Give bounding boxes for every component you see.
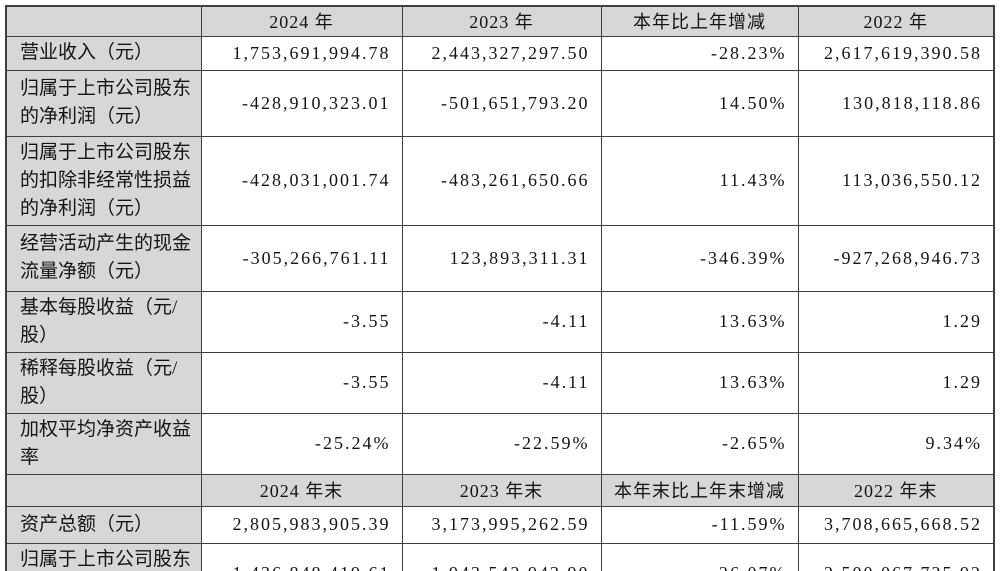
value-2022: 130,818,118.86: [797, 69, 995, 137]
value-2024: -3.55: [200, 351, 403, 414]
value-2023: -4.11: [401, 351, 602, 414]
value-2022: 113,036,550.12: [797, 135, 995, 226]
row-label: 加权平均净资产收益率: [5, 412, 202, 475]
financial-summary-table: 2024 年 2023 年 本年比上年增减 2022 年 营业收入（元） 1,7…: [5, 5, 995, 571]
row-diluted-eps: 稀释每股收益（元/股） -3.55 -4.11 13.63% 1.29: [5, 351, 995, 414]
value-2024: -25.24%: [200, 412, 403, 475]
value-2022: 2,617,619,390.58: [797, 35, 995, 71]
header-row-annual: 2024 年 2023 年 本年比上年增减 2022 年: [5, 5, 995, 37]
value-2022: 2,500,067,725.92: [797, 542, 995, 571]
value-2024: 2,805,983,905.39: [200, 505, 403, 544]
value-change: -26.07%: [600, 542, 799, 571]
col-header-2022-end: 2022 年末: [797, 473, 995, 507]
value-2023: 123,893,311.31: [401, 224, 602, 292]
col-header-2022: 2022 年: [797, 5, 995, 37]
col-header-eoy-change: 本年末比上年末增减: [600, 473, 799, 507]
value-change: 11.43%: [600, 135, 799, 226]
value-change: 13.63%: [600, 351, 799, 414]
value-2024: 1,436,848,419.61: [200, 542, 403, 571]
value-2024: -305,266,761.11: [200, 224, 403, 292]
value-change: -346.39%: [600, 224, 799, 292]
value-change: -28.23%: [600, 35, 799, 71]
row-label: 稀释每股收益（元/股）: [5, 351, 202, 414]
col-header-2023-end: 2023 年末: [401, 473, 602, 507]
row-weighted-avg-roe: 加权平均净资产收益率 -25.24% -22.59% -2.65% 9.34%: [5, 412, 995, 475]
row-operating-revenue: 营业收入（元） 1,753,691,994.78 2,443,327,297.5…: [5, 35, 995, 71]
value-2023: -4.11: [401, 290, 602, 353]
col-header-2023: 2023 年: [401, 5, 602, 37]
row-label: 资产总额（元）: [5, 505, 202, 544]
row-label: 基本每股收益（元/股）: [5, 290, 202, 353]
col-header-yoy-change: 本年比上年增减: [600, 5, 799, 37]
value-change: -11.59%: [600, 505, 799, 544]
row-label: 归属于上市公司股东的净利润（元）: [5, 69, 202, 137]
row-total-assets: 资产总额（元） 2,805,983,905.39 3,173,995,262.5…: [5, 505, 995, 544]
value-2022: 9.34%: [797, 412, 995, 475]
row-label: 经营活动产生的现金流量净额（元）: [5, 224, 202, 292]
header-row-year-end: 2024 年末 2023 年末 本年末比上年末增减 2022 年末: [5, 473, 995, 507]
value-2024: 1,753,691,994.78: [200, 35, 403, 71]
value-2023: -501,651,793.20: [401, 69, 602, 137]
value-2024: -428,910,323.01: [200, 69, 403, 137]
value-2023: 1,943,542,943.90: [401, 542, 602, 571]
row-label: 归属于上市公司股东的净资产（元）: [5, 542, 202, 571]
value-change: 13.63%: [600, 290, 799, 353]
corner-blank-cell: [5, 473, 202, 507]
row-operating-cash-flow: 经营活动产生的现金流量净额（元） -305,266,761.11 123,893…: [5, 224, 995, 292]
row-net-profit-deducting-non-recurring: 归属于上市公司股东的扣除非经常性损益的净利润（元） -428,031,001.7…: [5, 135, 995, 226]
value-2022: 3,708,665,668.52: [797, 505, 995, 544]
value-2023: -483,261,650.66: [401, 135, 602, 226]
value-2022: -927,268,946.73: [797, 224, 995, 292]
value-2023: 2,443,327,297.50: [401, 35, 602, 71]
value-change: 14.50%: [600, 69, 799, 137]
row-label: 营业收入（元）: [5, 35, 202, 71]
value-2023: 3,173,995,262.59: [401, 505, 602, 544]
row-basic-eps: 基本每股收益（元/股） -3.55 -4.11 13.63% 1.29: [5, 290, 995, 353]
value-2023: -22.59%: [401, 412, 602, 475]
row-net-profit-attributable: 归属于上市公司股东的净利润（元） -428,910,323.01 -501,65…: [5, 69, 995, 137]
row-label: 归属于上市公司股东的扣除非经常性损益的净利润（元）: [5, 135, 202, 226]
value-2024: -3.55: [200, 290, 403, 353]
value-2024: -428,031,001.74: [200, 135, 403, 226]
col-header-2024: 2024 年: [200, 5, 403, 37]
row-net-assets-attributable: 归属于上市公司股东的净资产（元） 1,436,848,419.61 1,943,…: [5, 542, 995, 571]
value-2022: 1.29: [797, 351, 995, 414]
value-2022: 1.29: [797, 290, 995, 353]
value-change: -2.65%: [600, 412, 799, 475]
corner-blank-cell: [5, 5, 202, 37]
col-header-2024-end: 2024 年末: [200, 473, 403, 507]
